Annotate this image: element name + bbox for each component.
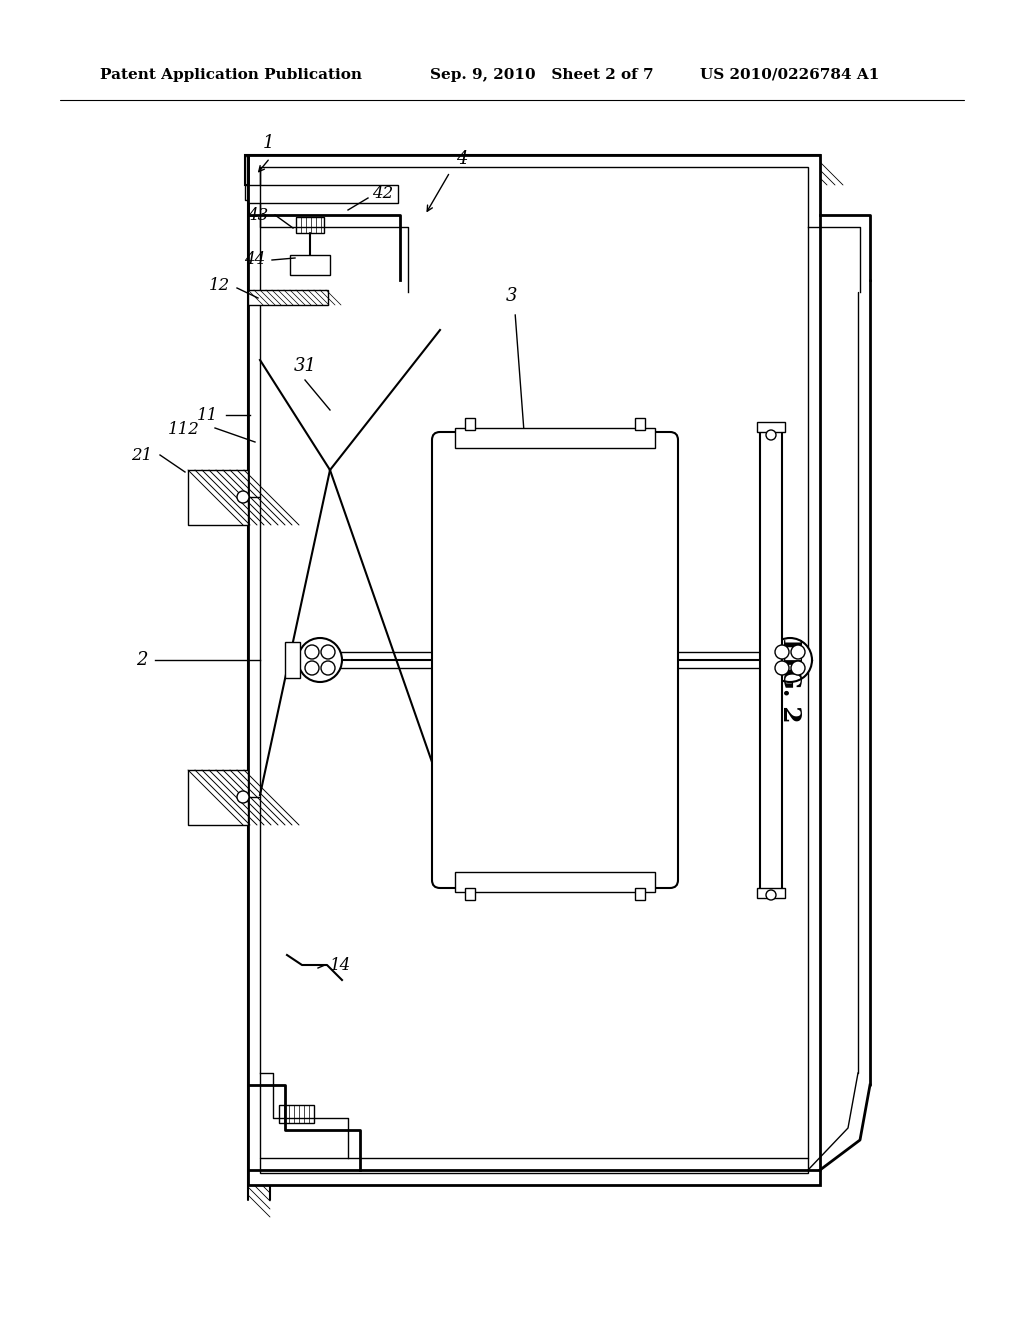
Bar	[465, 888, 475, 900]
Text: 112: 112	[168, 421, 200, 438]
Circle shape	[237, 491, 249, 503]
Text: 11: 11	[197, 407, 218, 424]
Bar	[188, 470, 248, 525]
Text: 12: 12	[209, 276, 230, 293]
Bar	[635, 418, 645, 430]
Text: 14: 14	[330, 957, 351, 974]
Bar	[757, 422, 785, 432]
Circle shape	[768, 638, 812, 682]
Text: 3: 3	[506, 286, 518, 305]
Bar	[635, 888, 645, 900]
Bar	[285, 642, 300, 678]
Circle shape	[237, 791, 249, 803]
Bar	[290, 255, 330, 275]
Circle shape	[775, 661, 790, 675]
Text: 42: 42	[372, 185, 393, 202]
Bar	[455, 428, 655, 447]
Text: 43: 43	[247, 206, 268, 223]
Circle shape	[321, 661, 335, 675]
Bar	[248, 185, 398, 203]
Bar	[245, 154, 820, 185]
Text: 2: 2	[136, 651, 148, 669]
Text: Sep. 9, 2010   Sheet 2 of 7: Sep. 9, 2010 Sheet 2 of 7	[430, 69, 653, 82]
Ellipse shape	[766, 890, 776, 900]
Text: 44: 44	[244, 252, 265, 268]
Circle shape	[321, 645, 335, 659]
Text: FIG. 2: FIG. 2	[778, 638, 802, 722]
Text: Patent Application Publication: Patent Application Publication	[100, 69, 362, 82]
Text: 31: 31	[294, 356, 316, 375]
Bar	[455, 873, 655, 892]
Text: 1: 1	[262, 135, 273, 152]
Bar	[248, 154, 820, 1185]
Circle shape	[791, 661, 805, 675]
Ellipse shape	[766, 430, 776, 440]
Bar	[245, 185, 820, 201]
Circle shape	[305, 645, 319, 659]
Circle shape	[791, 645, 805, 659]
Text: 21: 21	[131, 446, 152, 463]
Text: US 2010/0226784 A1: US 2010/0226784 A1	[700, 69, 880, 82]
Bar	[279, 1105, 314, 1123]
Bar	[248, 290, 328, 305]
Circle shape	[305, 661, 319, 675]
Bar	[760, 430, 782, 890]
Bar	[188, 770, 248, 825]
Bar	[757, 888, 785, 898]
FancyBboxPatch shape	[432, 432, 678, 888]
Circle shape	[775, 645, 790, 659]
Bar	[296, 216, 324, 234]
Circle shape	[298, 638, 342, 682]
Text: 4: 4	[457, 150, 468, 168]
Bar	[260, 168, 808, 1173]
Bar	[465, 418, 475, 430]
